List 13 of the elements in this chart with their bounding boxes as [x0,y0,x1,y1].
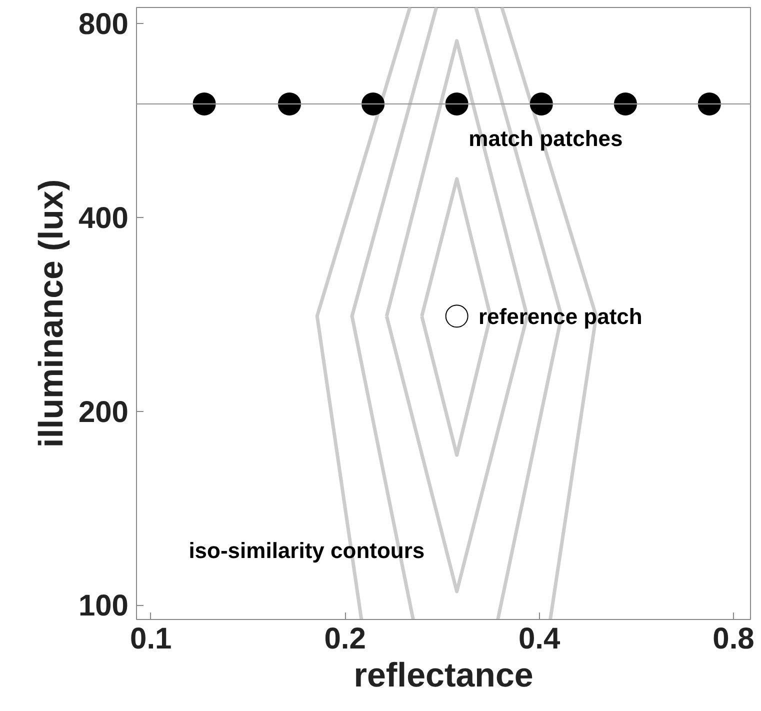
annotation: match patches [468,126,623,151]
y-axis-title: illuminance (lux) [32,179,70,448]
y-tick-label: 400 [78,202,129,235]
y-tick-label: 200 [78,396,129,429]
annotation: iso-similarity contours [188,538,425,563]
x-tick-label: 0.4 [518,622,560,656]
annotation: reference patch [478,304,642,330]
x-axis-title: reflectance [354,656,534,694]
y-tick-label: 800 [78,8,129,41]
x-tick-label: 0.1 [130,622,172,656]
y-tick-label: 100 [78,590,129,623]
x-tick-label: 0.2 [324,622,366,656]
x-tick-label: 0.8 [712,622,754,656]
